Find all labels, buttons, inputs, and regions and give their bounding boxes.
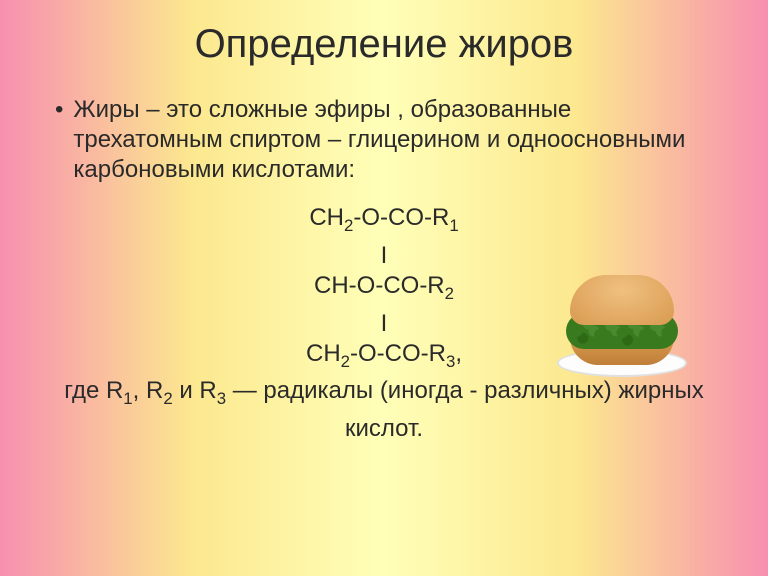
bullet-item: • Жиры – это сложные эфиры , образованны…: [55, 95, 713, 185]
bullet-text: Жиры – это сложные эфиры , образованные …: [73, 95, 713, 185]
bullet-area: • Жиры – это сложные эфиры , образованны…: [0, 67, 768, 185]
footer-text: где R1, R2 и R3 — радикалы (иногда - раз…: [0, 376, 768, 444]
burger-image: [552, 258, 692, 383]
slide-title: Определение жиров: [0, 0, 768, 67]
bun-top-icon: [570, 275, 674, 325]
formula-line-1: CH2-O-CO-R1: [0, 203, 768, 241]
bullet-dot-icon: •: [55, 95, 63, 125]
